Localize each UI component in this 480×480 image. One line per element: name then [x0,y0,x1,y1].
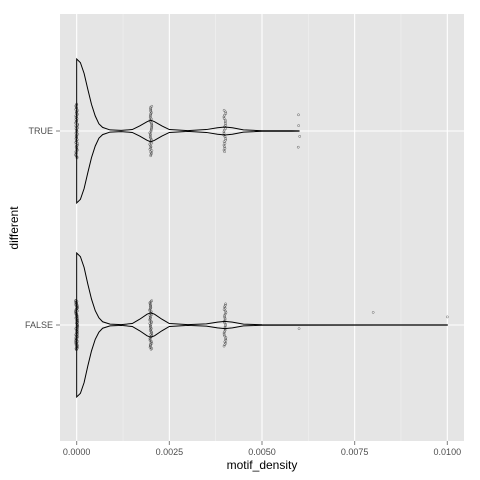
data-point [150,331,154,334]
data-point [224,138,228,142]
data-point [150,141,154,145]
data-point [224,337,227,341]
data-point [224,127,228,130]
data-point [224,302,227,306]
data-point [223,325,227,329]
data-point [75,348,78,352]
data-point [223,150,226,154]
data-point [149,145,153,149]
data-point [224,112,228,115]
data-point [148,308,152,311]
data-point [149,132,152,136]
data-point [148,135,152,139]
data-point [223,314,226,317]
data-point [222,333,226,336]
data-point [148,338,152,341]
data-point [150,126,153,130]
data-point [149,134,152,137]
data-point [224,309,227,313]
data-point [148,118,152,122]
data-point [224,118,227,122]
x-tick-label: 0.0050 [248,447,276,457]
data-point [224,336,228,339]
data-point [223,312,227,316]
data-point [76,122,79,126]
outlier-point [371,311,375,314]
data-point [149,113,153,117]
data-point [149,347,153,351]
x-tick-label: 0.0075 [341,447,369,457]
data-point [149,153,153,156]
data-point [222,108,226,112]
data-point [223,330,227,333]
data-point [149,107,153,111]
data-point [298,135,302,138]
data-point [149,154,153,158]
data-point [150,121,153,125]
data-point [223,145,226,149]
data-point [150,123,154,127]
y-tick-label: FALSE [25,320,53,330]
data-point [222,128,226,132]
data-point [223,122,227,125]
data-point [223,343,227,347]
data-point [222,331,226,335]
data-point [223,305,226,309]
data-point [224,322,227,326]
data-point [150,127,153,131]
data-point [148,115,152,118]
data-point [296,145,300,149]
data-point [222,132,226,135]
outlier-point [445,315,449,319]
data-point [75,301,78,304]
y-axis-title: different [7,206,21,250]
data-point [223,327,227,330]
x-tick-label: 0.0100 [434,447,462,457]
outlier-point [297,327,301,330]
x-axis-title: motif_density [227,458,298,472]
data-point [75,155,79,159]
data-point [297,124,300,127]
data-point [75,156,79,160]
data-point [150,151,153,155]
data-point [223,315,226,319]
data-point [150,125,154,128]
data-point [224,110,227,114]
data-point [224,324,227,328]
data-point [224,123,228,127]
data-point [222,130,226,134]
data-point [224,120,227,124]
data-point [223,328,227,332]
data-point [149,144,152,147]
data-point [150,122,153,126]
x-tick-label: 0.0000 [63,447,91,457]
data-point [222,344,226,348]
data-point [222,148,226,152]
data-point [222,320,226,323]
violins [76,57,448,399]
data-point [223,135,227,139]
data-point [224,311,228,314]
x-tick-label: 0.0025 [156,447,184,457]
data-point [149,129,153,132]
data-point [149,112,153,116]
data-points [74,102,449,352]
axes: 0.0000 0.0025 0.0050 0.0075 0.0100 TRUE FALSE [25,126,461,457]
data-point [223,113,226,117]
data-point [222,143,226,147]
violin-true [76,57,300,205]
data-point [149,137,153,141]
data-point [297,113,300,117]
data-point [222,115,226,119]
data-point [149,108,153,112]
data-point [223,317,227,320]
data-point [222,125,226,129]
data-point [149,106,152,109]
y-tick-label: TRUE [29,126,54,136]
data-point [148,148,152,151]
data-point [224,137,228,140]
violin-false [76,251,448,399]
